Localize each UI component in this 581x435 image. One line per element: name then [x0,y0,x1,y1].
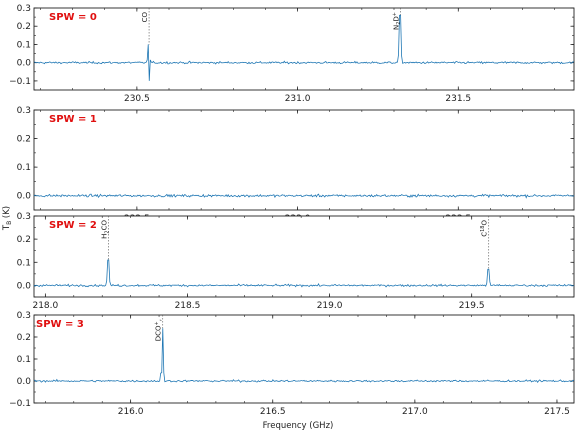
y-tick-label: 0.1 [17,40,31,50]
line-label: CO [141,12,149,23]
x-tick-label: 218.5 [175,301,201,311]
x-tick-label: 219.5 [459,301,485,311]
y-tick-label: 0.0 [17,281,32,291]
spectrum-series [33,193,575,199]
y-tick-label: 0.1 [17,258,31,268]
y-tick-label: 0.0 [17,192,32,202]
y-tick-label: 0.0 [17,59,32,69]
x-tick-label: 230.5 [124,94,150,104]
x-tick-label: 218.0 [32,301,58,311]
spectrum-series [33,14,575,81]
panel-spw-1: 0.00.10.20.3232.5233.0233.5SPW = 1 [17,106,575,224]
spw-label: SPW = 3 [36,319,84,330]
y-tick-label: 0.2 [17,135,31,145]
line-label: N2D+ [392,12,402,30]
y-tick-label: 0.2 [17,22,31,32]
y-axis-title: TB (K) [2,206,13,231]
x-tick-label: 219.0 [317,301,343,311]
x-tick-label: 217.5 [544,407,570,417]
panel-frame [33,109,575,211]
line-label: H2CO [100,220,110,239]
x-axis-title: Frequency (GHz) [263,421,334,431]
x-tick-label: 231.0 [285,94,311,104]
y-tick-label: −0.1 [9,399,31,409]
panel-spw-0: −0.1 0.0 0.1 0.2 0.3 230.5 231.0 231.5 CO N2D+ SPW… [9,4,575,104]
line-label: DCO+, [154,319,163,341]
line-label: C18O [480,220,489,237]
spectrum-series [33,328,575,383]
panel-spw-3: −0.1 0.0 0.1 0.2 0.3 216.0 216.5 217.0 217.5 DCO+… [9,311,575,417]
y-tick-label: 0.3 [17,4,31,14]
panel-frame [33,314,575,404]
y-tick-label: 0.3 [17,212,31,222]
y-tick-label: −0.1 [9,77,31,87]
y-tick-label: 0.1 [17,163,31,173]
x-tick-label: 216.0 [118,407,144,417]
x-tick-label: 216.5 [260,407,286,417]
spw-label: SPW = 1 [49,114,97,125]
spw-label: SPW = 0 [49,12,97,23]
panel-frame [33,215,575,298]
panels-group: −0.1 0.0 0.1 0.2 0.3 230.5 231.0 231.5 CO N2D+ SPW… [9,4,575,417]
panel-spw-2: 0.0 0.1 0.2 0.3 218.0 218.5 219.0 219.5 H2CO C18O… [17,212,575,311]
y-tick-label: 0.0 [17,377,32,387]
y-tick-label: 0.3 [17,311,31,321]
x-tick-label: 231.5 [445,94,471,104]
y-tick-label: 0.2 [17,235,31,245]
y-tick-label: 0.3 [17,106,31,116]
x-tick-label: 217.0 [402,407,428,417]
y-tick-label: 0.2 [17,333,31,343]
spectrum-series [33,259,575,288]
spw-label: SPW = 2 [49,220,97,231]
y-tick-label: 0.1 [17,355,31,365]
panel-frame [33,7,575,91]
